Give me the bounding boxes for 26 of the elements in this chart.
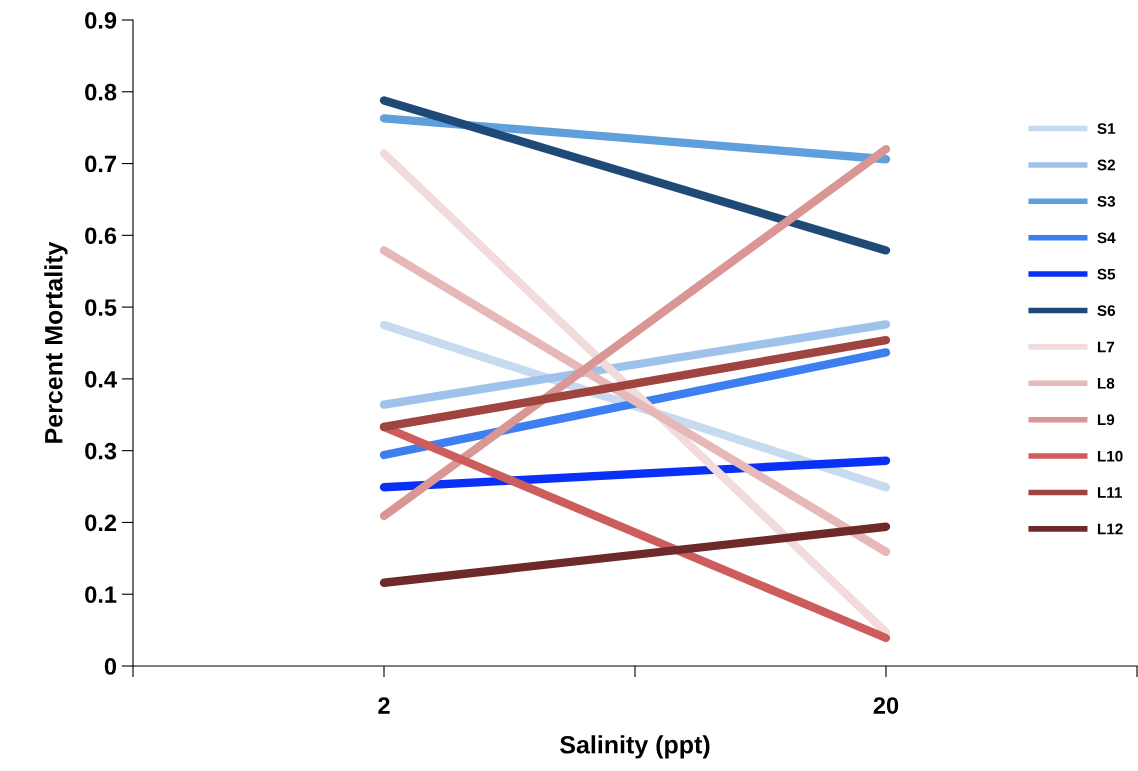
y-tick-label: 0.9 bbox=[85, 12, 117, 29]
y-tick-label: 0.1 bbox=[85, 586, 117, 604]
legend-label: S5 bbox=[1097, 268, 1116, 280]
legend-label: L9 bbox=[1097, 414, 1115, 426]
y-tick-label: 0.3 bbox=[85, 442, 117, 460]
legend-label: L7 bbox=[1097, 341, 1115, 353]
y-tick-label: 0.8 bbox=[85, 83, 117, 101]
legend-label: S6 bbox=[1097, 305, 1116, 316]
legend-label: S2 bbox=[1097, 159, 1115, 171]
legend-label: S4 bbox=[1097, 232, 1116, 244]
x-tick-label: 20 bbox=[873, 697, 899, 714]
legend-label: S3 bbox=[1097, 195, 1116, 207]
x-tick-label: 2 bbox=[378, 697, 390, 714]
y-tick-label: 0.7 bbox=[85, 155, 116, 173]
y-tick-label: 0.5 bbox=[85, 299, 117, 316]
y-tick-label: 0.2 bbox=[85, 514, 117, 532]
legend-label: L12 bbox=[1097, 523, 1123, 535]
y-tick-label: 0.4 bbox=[85, 370, 117, 388]
legend-label: S1 bbox=[1097, 123, 1116, 135]
legend-label: L10 bbox=[1097, 450, 1123, 462]
y-tick-label: 0 bbox=[104, 658, 117, 675]
legend-label: L8 bbox=[1097, 377, 1115, 389]
legend-label: L11 bbox=[1097, 487, 1122, 498]
x-axis-title: Salinity (ppt) bbox=[560, 735, 710, 759]
y-axis-title: Percent Mortality bbox=[44, 241, 68, 443]
y-tick-label: 0.6 bbox=[85, 227, 117, 245]
